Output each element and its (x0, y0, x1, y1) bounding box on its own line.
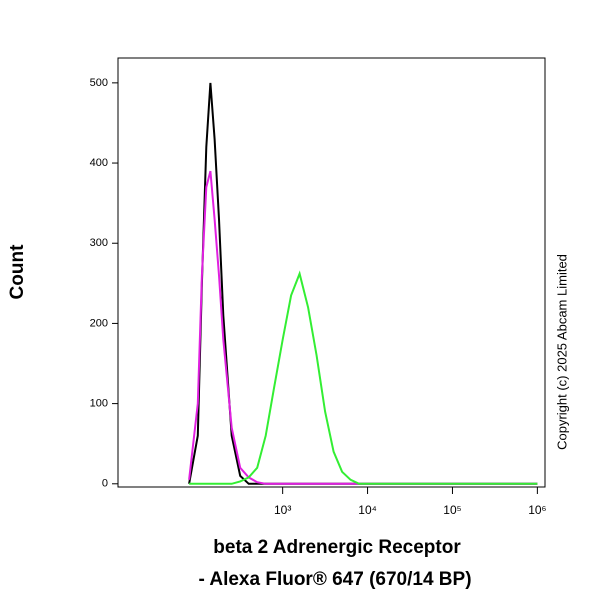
x-axis-label: - Alexa Fluor® 647 (670/14 BP) (198, 569, 471, 590)
x-axis-label: beta 2 Adrenergic Receptor (213, 537, 461, 558)
copyright: Copyright (c) 2025 Abcam Limited (554, 254, 569, 450)
plot-frame (117, 57, 546, 488)
x-tick-label: 10⁵ (443, 503, 461, 517)
y-tick-label: 100 (90, 398, 108, 410)
series-line (188, 170, 538, 485)
x-tick-label: 10⁶ (528, 503, 546, 517)
y-tick-label: 200 (90, 317, 108, 329)
y-tick-label: 0 (102, 478, 108, 490)
x-tick-label: 10³ (274, 503, 291, 517)
x-tick-label: 10⁴ (358, 503, 377, 517)
y-tick-label: 400 (90, 157, 108, 169)
y-tick-label: 300 (90, 237, 108, 249)
series-line (189, 270, 538, 485)
y-tick-label: 500 (90, 77, 108, 89)
series-line (188, 82, 538, 485)
y-axis-label: Count (7, 244, 28, 300)
